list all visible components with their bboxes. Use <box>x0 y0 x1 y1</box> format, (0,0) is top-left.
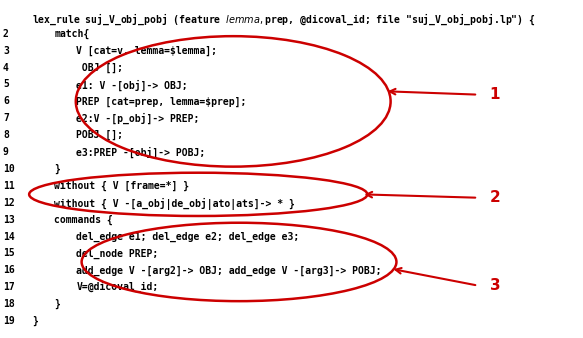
Text: 10: 10 <box>3 164 15 174</box>
Text: 3: 3 <box>3 46 9 56</box>
Text: 4: 4 <box>3 63 9 73</box>
Text: e1: V -[obj]-> OBJ;: e1: V -[obj]-> OBJ; <box>76 79 188 91</box>
Text: 7: 7 <box>3 113 9 123</box>
Text: 17: 17 <box>3 282 15 292</box>
Text: 8: 8 <box>3 130 9 140</box>
Text: 19: 19 <box>3 316 15 326</box>
Text: e2:V -[p_obj]-> PREP;: e2:V -[p_obj]-> PREP; <box>76 113 200 124</box>
Text: del_node PREP;: del_node PREP; <box>76 248 159 259</box>
Text: }: } <box>32 316 38 326</box>
Text: V [cat=v, lemma=$lemma];: V [cat=v, lemma=$lemma]; <box>76 46 217 56</box>
Text: commands {: commands { <box>54 215 113 225</box>
Text: 11: 11 <box>3 181 15 191</box>
Text: 9: 9 <box>3 147 9 157</box>
Text: 5: 5 <box>3 79 9 90</box>
Text: without { V -[a_obj|de_obj|ato|ats]-> * }: without { V -[a_obj|de_obj|ato|ats]-> * … <box>54 198 295 210</box>
Text: }: } <box>54 164 60 174</box>
Text: 18: 18 <box>3 299 15 309</box>
Text: 13: 13 <box>3 215 15 225</box>
Text: del_edge e1; del_edge e2; del_edge e3;: del_edge e1; del_edge e2; del_edge e3; <box>76 232 300 242</box>
Text: 14: 14 <box>3 232 15 242</box>
Text: 6: 6 <box>3 96 9 106</box>
Text: POBJ [];: POBJ []; <box>76 130 124 140</box>
Text: }: } <box>54 299 60 309</box>
Text: 2: 2 <box>3 29 9 39</box>
Text: 2: 2 <box>490 190 500 205</box>
Text: PREP [cat=prep, lemma=$prep];: PREP [cat=prep, lemma=$prep]; <box>76 96 247 106</box>
Text: 3: 3 <box>490 278 500 293</box>
Text: without { V [frame=*] }: without { V [frame=*] } <box>54 181 189 191</box>
Text: V=@dicoval_id;: V=@dicoval_id; <box>76 282 159 292</box>
Text: add_edge V -[arg2]-> OBJ; add_edge V -[arg3]-> POBJ;: add_edge V -[arg2]-> OBJ; add_edge V -[a… <box>76 265 382 275</box>
Text: 12: 12 <box>3 198 15 208</box>
Text: 1: 1 <box>490 87 500 102</box>
Text: 16: 16 <box>3 265 15 275</box>
Text: e3:PREP -[obj]-> POBJ;: e3:PREP -[obj]-> POBJ; <box>76 147 206 158</box>
Text: OBJ [];: OBJ []; <box>76 63 124 73</box>
Text: match{: match{ <box>54 29 89 39</box>
Text: lex_rule suj_V_obj_pobj (feature $lemma, $prep, @dicoval_id; file "suj_V_obj_pob: lex_rule suj_V_obj_pobj (feature $lemma,… <box>32 12 536 27</box>
Text: 15: 15 <box>3 248 15 259</box>
